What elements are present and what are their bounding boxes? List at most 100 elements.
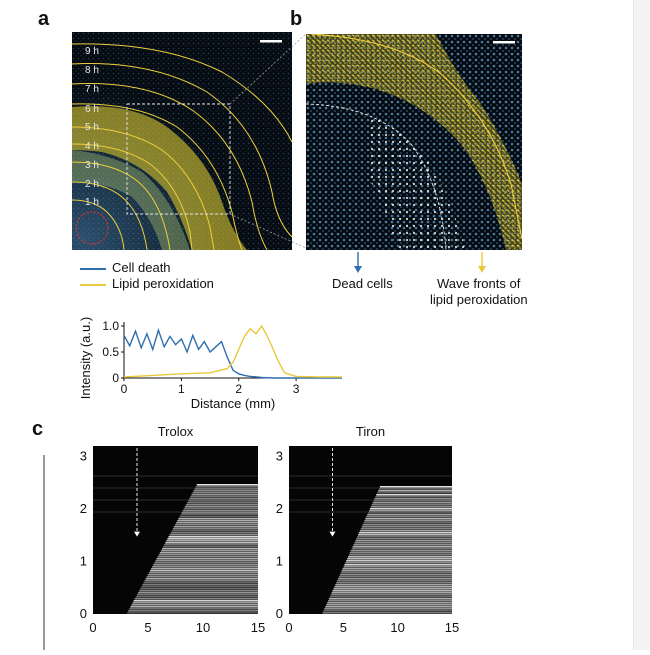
legend-swatch-lipid (80, 284, 106, 286)
kymograph-streak (363, 522, 452, 524)
y-tick-label: 1 (80, 554, 87, 569)
kymograph-streak (141, 586, 258, 588)
kymograph-streak (178, 518, 258, 520)
kymograph-streak (379, 486, 452, 488)
kymograph-streak (353, 544, 452, 546)
time-label-9h: 9 h (85, 46, 99, 57)
intensity-chart: 0 0.5 1.0 0 1 2 3 Distance (mm) Intensity (a.u.) (76, 310, 356, 420)
kymograph-streak (333, 588, 452, 590)
x-tick-label: 15 (251, 620, 265, 635)
contour-8h (72, 63, 292, 238)
kymograph-streak (129, 608, 258, 610)
kymograph-streak (369, 510, 452, 512)
time-label-3h: 3 h (85, 160, 99, 171)
kymograph-streak (183, 508, 258, 510)
x-tick-label: 5 (340, 620, 347, 635)
kymograph-streak (366, 516, 452, 518)
panel-letter-b: b (290, 8, 303, 30)
contour-6h (72, 103, 243, 250)
series-line-lipid-peroxidation (123, 324, 342, 378)
kymograph-streak (127, 612, 258, 614)
x-tick-label: 15 (445, 620, 459, 635)
kymograph-streak (185, 504, 258, 506)
kymograph-streak (162, 548, 258, 550)
panel-letter-a: a (38, 8, 50, 30)
time-label-5h: 5 h (85, 122, 99, 133)
kymograph-streak (323, 610, 452, 612)
kymograph-streak (138, 592, 258, 594)
kymograph-streak (167, 538, 258, 540)
annotation-wave-fronts: Wave fronts of (437, 276, 521, 291)
kymograph-streak (177, 520, 258, 522)
kymograph-streak (134, 598, 258, 600)
y-tick-label: 0.5 (102, 345, 119, 359)
kymograph-streak (168, 536, 258, 538)
time-label-7h: 7 h (85, 84, 99, 95)
kymograph-streak (322, 612, 452, 614)
x-tick-label: 0 (121, 382, 128, 396)
kymograph-streak (354, 542, 452, 544)
kymograph-streak (148, 572, 258, 574)
legend-label-cell-death: Cell death (112, 260, 171, 275)
kymograph-streak (327, 602, 452, 604)
kymograph-streak (128, 610, 258, 612)
kymograph-streak (182, 510, 258, 512)
kymograph-streak (133, 600, 258, 602)
y-tick-label: 3 (276, 449, 283, 464)
kymograph-streak (358, 534, 452, 536)
kymograph-streak (356, 538, 452, 540)
kymograph-streak (157, 556, 258, 558)
kymograph-streak (172, 528, 258, 530)
scrollbar-track[interactable] (633, 0, 650, 650)
x-tick-label: 5 (144, 620, 151, 635)
kymograph-streak (337, 580, 452, 582)
kymograph-streak (135, 596, 258, 598)
x-tick-label: 3 (293, 382, 300, 396)
kymograph-streak (339, 574, 452, 576)
kymograph-streak (188, 500, 258, 502)
kymograph-streak (190, 496, 258, 498)
y-tick-label: 1.0 (102, 319, 119, 333)
kymograph-streak (153, 564, 258, 566)
kymograph-streak (152, 566, 258, 568)
chart-title: Tiron (356, 424, 385, 439)
x-tick-label: 2 (235, 382, 242, 396)
kymograph-streak (326, 604, 452, 606)
kymograph-streak (347, 558, 452, 560)
y-tick-label: 1 (276, 554, 283, 569)
kymograph-streak (180, 514, 258, 516)
origin-circle (75, 211, 109, 245)
kymograph-streak (181, 512, 258, 514)
kymograph-streak (348, 556, 452, 558)
kymograph-streak (328, 598, 452, 600)
time-label-8h: 8 h (85, 65, 99, 76)
kymograph-streak (130, 606, 258, 608)
chart-title: Trolox (158, 424, 194, 439)
kymograph-streak (344, 564, 452, 566)
kymograph-streak (170, 532, 258, 534)
kymograph-streak (139, 590, 258, 592)
kymograph-streak (338, 578, 452, 580)
x-tick-label: 1 (178, 382, 185, 396)
kymograph-streak (142, 584, 258, 586)
kymograph-streak (189, 498, 258, 500)
y-tick-label: 0 (112, 371, 119, 385)
contour-9h (72, 43, 292, 143)
x-tick-label: 0 (89, 620, 96, 635)
kymograph-streak (371, 504, 452, 506)
kymograph-streak (355, 540, 452, 542)
kymograph-streak (179, 516, 258, 518)
y-tick-label: 0 (276, 606, 283, 621)
kymograph-streak (145, 578, 258, 580)
x-tick-label: 10 (390, 620, 404, 635)
kymograph-streak (342, 568, 452, 570)
kymograph-streak (341, 570, 452, 572)
kymograph-streak (166, 540, 258, 542)
panel-a-microscopy-image (72, 32, 292, 250)
kymograph-streak (351, 548, 452, 550)
kymograph-streak (348, 554, 452, 556)
kymograph-streak (376, 494, 452, 496)
x-tick-label: 0 (285, 620, 292, 635)
kymograph-streak (147, 574, 258, 576)
kymograph-streak (163, 546, 258, 548)
